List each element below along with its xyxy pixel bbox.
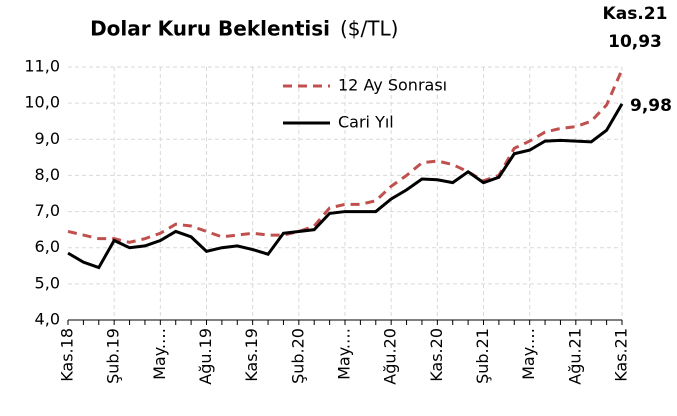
y-tick-label: 11,0 — [24, 57, 60, 76]
line — [67, 103, 624, 270]
x-tick-label: May.… — [150, 328, 169, 380]
annotation: Kas.21 — [603, 4, 668, 24]
y-tick-label: 8,0 — [35, 165, 60, 184]
legend-label: 12 Ay Sonrası — [338, 76, 447, 95]
y-tick-label: 5,0 — [35, 273, 60, 292]
x-tick-label: Şub.21 — [473, 328, 492, 384]
x-tick-label: Ağu.19 — [196, 328, 215, 385]
y-tick-label: 10,0 — [24, 93, 60, 112]
value-label: 9,98 — [630, 96, 672, 116]
value-label: 10,93 — [608, 32, 662, 52]
y-tick-label: 6,0 — [35, 237, 60, 256]
x-tick-label: Kas.19 — [242, 328, 261, 382]
y-tick-label: 4,0 — [35, 310, 60, 329]
x-tick-label: May.… — [519, 328, 538, 380]
x-tick-label: Şub.20 — [288, 328, 307, 384]
x-tick-label: Ağu.20 — [381, 328, 400, 385]
chart-title: Dolar Kuru Beklentisi — [90, 17, 330, 41]
line — [67, 68, 624, 244]
x-tick-label: May.… — [335, 328, 354, 380]
y-tick-label: 7,0 — [35, 201, 60, 220]
y-tick-label: 9,0 — [35, 129, 60, 148]
x-tick-label: Kas.21 — [612, 328, 631, 382]
x-tick-label: Ağu.21 — [565, 328, 584, 385]
x-tick-label: Şub.19 — [104, 328, 123, 384]
x-tick-label: Kas.20 — [427, 328, 446, 382]
legend-label: Cari Yıl — [338, 113, 394, 132]
x-tick-label: Kas.18 — [58, 328, 77, 382]
chart-subtitle: ($/TL) — [340, 17, 398, 41]
